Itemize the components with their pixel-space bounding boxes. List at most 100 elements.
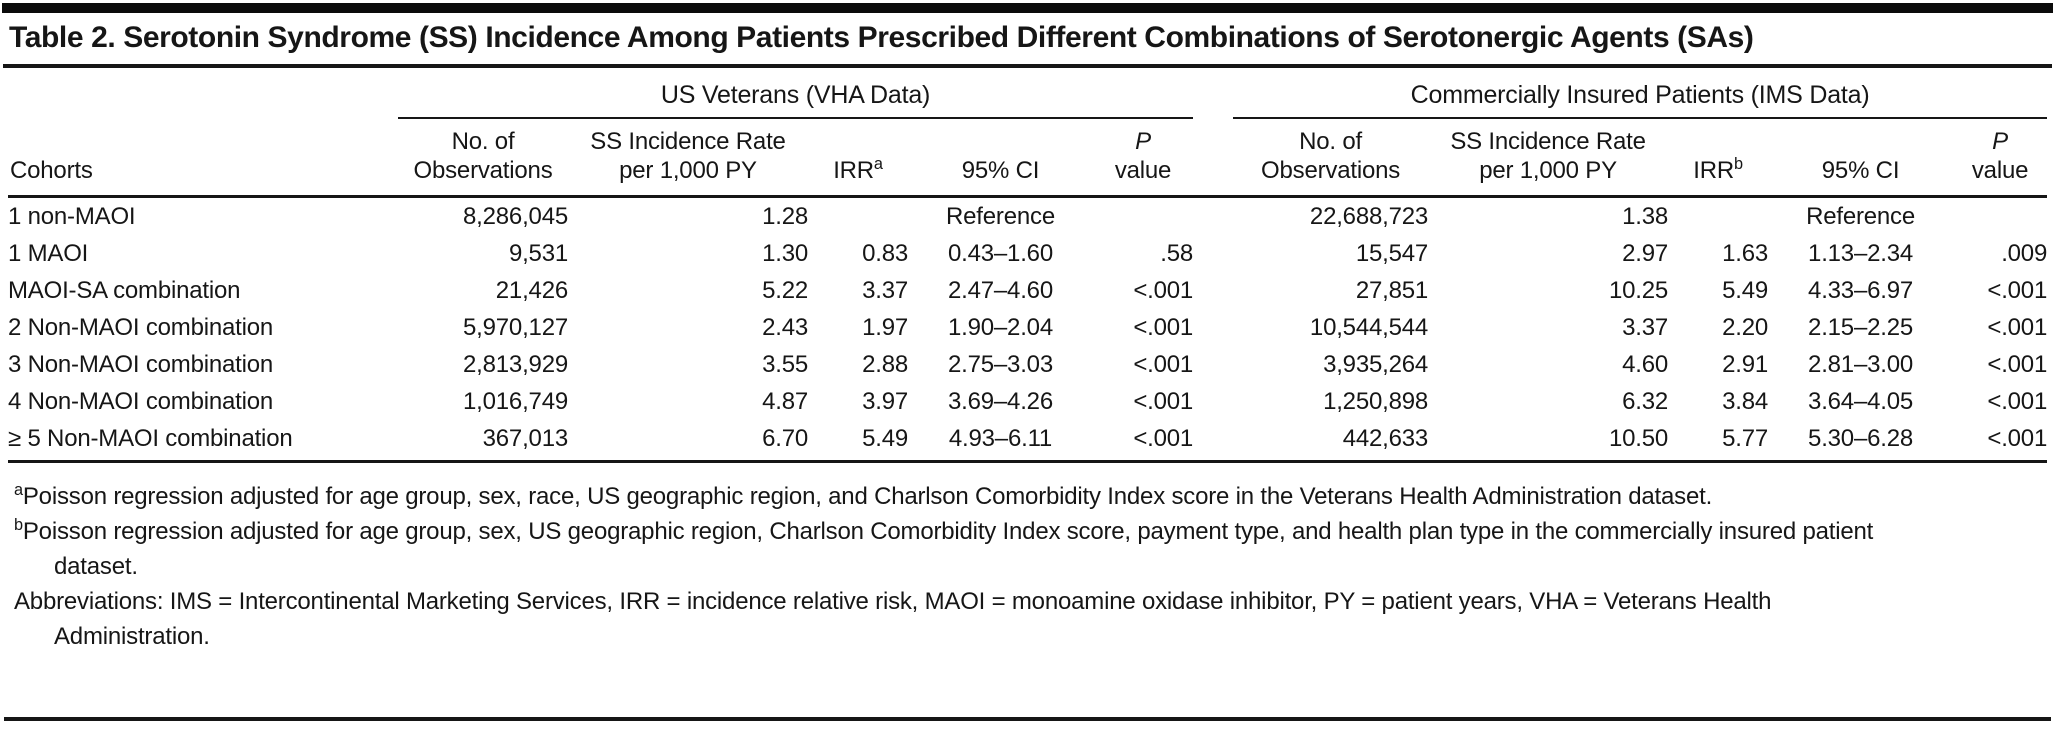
vha-p-cell: <.001 (1093, 420, 1193, 463)
vha-p-cell: <.001 (1133, 314, 1194, 341)
cohort-cell: MAOI-SA combination (8, 277, 241, 304)
ims-irr-cell (1668, 197, 1768, 236)
bottom-rule (4, 717, 2051, 721)
vha-irr-cell: 2.88 (862, 351, 908, 378)
vha-ci-cell: Reference (946, 203, 1055, 230)
vha-rate-cell: 3.55 (762, 351, 808, 378)
table-row: ≥ 5 Non-MAOI combination 367,013 6.70 5.… (8, 420, 2047, 463)
vha-observations-cell: 2,813,929 (463, 351, 568, 378)
col-header-vha-irr: IRRa (808, 118, 908, 198)
ims-irr-cell: 1.63 (1722, 240, 1769, 267)
column-gap (1193, 346, 1233, 383)
vha-rate-cell: 1.28 (762, 203, 808, 230)
footnote-marker-b: b (1733, 155, 1743, 173)
footnote-a: aPoisson regression adjusted for age gro… (14, 479, 1898, 514)
ims-rate-cell: 4.60 (1622, 351, 1669, 378)
footnote-b: bPoisson regression adjusted for age gro… (14, 514, 1898, 584)
ims-p-cell: <.001 (1987, 388, 2048, 415)
ims-p-cell: .009 (2001, 240, 2048, 267)
ims-ci-cell: 1.13–2.34 (1808, 240, 1914, 267)
vha-rate-cell: 4.87 (762, 388, 808, 415)
table-row: 2 Non-MAOI combination 5,970,127 2.43 1.… (8, 309, 2047, 346)
vha-irr-cell: 5.49 (808, 420, 908, 463)
col-header-vha-rate: SS Incidence Rate per 1,000 PY (568, 118, 808, 198)
vha-irr-cell: 3.37 (862, 277, 908, 304)
ims-irr-cell: 5.77 (1668, 420, 1768, 463)
header-line: No. of (1299, 128, 1362, 155)
ims-observations-cell: 22,688,723 (1309, 203, 1429, 230)
ims-group-header: Commercially Insured Patients (IMS Data) (1233, 68, 2048, 119)
column-gap (1193, 309, 1233, 346)
ims-ci-cell: Reference (1806, 203, 1916, 230)
vha-observations-cell: 1,016,749 (463, 388, 568, 415)
col-header-vha-ci: 95% CI (908, 118, 1093, 198)
ims-observations-cell: 3,935,264 (1323, 351, 1429, 378)
footnote-b-text: Poisson regression adjusted for age grou… (22, 518, 1874, 580)
header-line: per 1,000 PY (619, 157, 757, 184)
footnote-marker-a: a (873, 155, 883, 173)
vha-observations-cell: 8,286,045 (463, 203, 568, 230)
ims-ci-cell: 5.30–6.28 (1768, 420, 1954, 463)
vha-ci-cell: 2.75–3.03 (948, 351, 1053, 378)
ims-irr-cell: 2.20 (1722, 314, 1769, 341)
incidence-table: US Veterans (VHA Data) Commercially Insu… (8, 68, 2047, 463)
ims-ci-cell: 2.15–2.25 (1808, 314, 1914, 341)
cohort-cell: 3 Non-MAOI combination (8, 351, 274, 378)
column-gap (1193, 118, 1234, 198)
column-gap (1193, 197, 1233, 236)
header-line: SS Incidence Rate (1450, 128, 1646, 155)
ims-irr-cell: 3.84 (1722, 388, 1769, 415)
ims-rate-cell: 10.50 (1428, 420, 1668, 463)
column-gap (1193, 420, 1234, 463)
cohort-cell: 4 Non-MAOI combination (8, 388, 274, 415)
header-line: per 1,000 PY (1479, 157, 1617, 184)
vha-p-cell: <.001 (1133, 351, 1194, 378)
column-gap (1193, 68, 1233, 118)
ims-ci-cell: 3.64–4.05 (1808, 388, 1914, 415)
table-row: MAOI-SA combination 21,426 5.22 3.37 2.4… (8, 272, 2047, 309)
vha-irr-cell (808, 197, 908, 236)
header-line: value (1114, 157, 1172, 184)
top-rule (2, 3, 2053, 13)
ims-p-cell (1953, 197, 2047, 236)
ims-ci-cell: 4.33–6.97 (1808, 277, 1914, 304)
ims-irr-cell: 2.91 (1722, 351, 1769, 378)
ims-rate-cell: 10.25 (1608, 277, 1669, 304)
header-line: IRR (1693, 157, 1734, 184)
empty-cell (8, 68, 398, 118)
ims-observations-cell: 27,851 (1355, 277, 1429, 304)
cohort-cell: 1 MAOI (8, 240, 89, 267)
col-header-ims-irr: IRRb (1668, 118, 1769, 198)
vha-observations-cell: 21,426 (495, 277, 568, 304)
ims-observations-cell: 10,544,544 (1309, 314, 1429, 341)
ims-p-cell: <.001 (1953, 420, 2047, 463)
header-line: P (1992, 128, 2008, 155)
header-line: SS Incidence Rate (590, 128, 786, 155)
vha-ci-cell: 2.47–4.60 (948, 277, 1053, 304)
vha-ci-cell: 1.90–2.04 (948, 314, 1053, 341)
ims-p-cell: <.001 (1987, 277, 2048, 304)
vha-rate-cell: 1.30 (762, 240, 808, 267)
col-header-vha-observations: No. of Observations (398, 118, 568, 198)
header-line: No. of (451, 128, 515, 155)
column-gap (1193, 383, 1233, 420)
table-row: 1 non-MAOI 8,286,045 1.28 Reference 22,6… (8, 197, 2047, 236)
footnote-marker-b: b (14, 516, 23, 534)
ims-observations-cell: 1,250,898 (1323, 388, 1429, 415)
table-row: 1 MAOI 9,531 1.30 0.83 0.43–1.60 .58 15,… (8, 235, 2047, 272)
header-line: Observations (1261, 157, 1401, 184)
vha-p-cell: <.001 (1133, 277, 1194, 304)
vha-p-cell: .58 (1160, 240, 1194, 267)
vha-observations-cell: 5,970,127 (463, 314, 568, 341)
vha-irr-cell: 1.97 (862, 314, 908, 341)
ims-observations-cell: 442,633 (1233, 420, 1428, 463)
header-line: IRR (833, 157, 874, 184)
ims-rate-cell: 3.37 (1622, 314, 1669, 341)
col-header-ims-observations: No. of Observations (1233, 118, 1429, 198)
footnotes-block: aPoisson regression adjusted for age gro… (8, 463, 1898, 654)
col-header-cohorts: Cohorts (8, 118, 398, 198)
ims-p-cell: <.001 (1987, 351, 2048, 378)
header-line: value (1971, 157, 2029, 184)
vha-p-cell (1093, 197, 1193, 236)
